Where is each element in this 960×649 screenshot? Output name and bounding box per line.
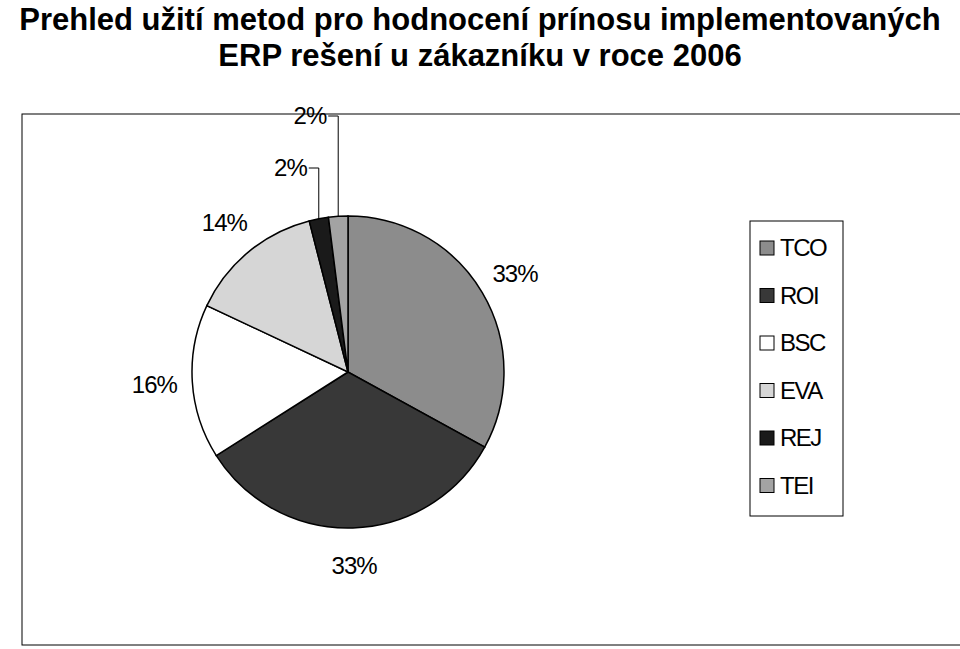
- svg-text:REJ: REJ: [780, 424, 821, 451]
- svg-text:EVA: EVA: [780, 377, 823, 404]
- svg-text:14%: 14%: [202, 209, 248, 236]
- svg-text:16%: 16%: [132, 371, 178, 398]
- svg-text:2%: 2%: [294, 102, 327, 129]
- svg-text:TEI: TEI: [780, 472, 813, 499]
- svg-text:2%: 2%: [274, 154, 307, 181]
- html-text:Prehled užití metod pro hodnoc: Prehled užití metod pro hodnocení prínos…: [19, 2, 941, 73]
- svg-text:ROI: ROI: [780, 282, 818, 309]
- svg-text:BSC: BSC: [780, 329, 826, 356]
- svg-text:33%: 33%: [492, 260, 538, 287]
- svg-text:33%: 33%: [332, 552, 378, 579]
- svg-text:TCO: TCO: [780, 234, 827, 261]
